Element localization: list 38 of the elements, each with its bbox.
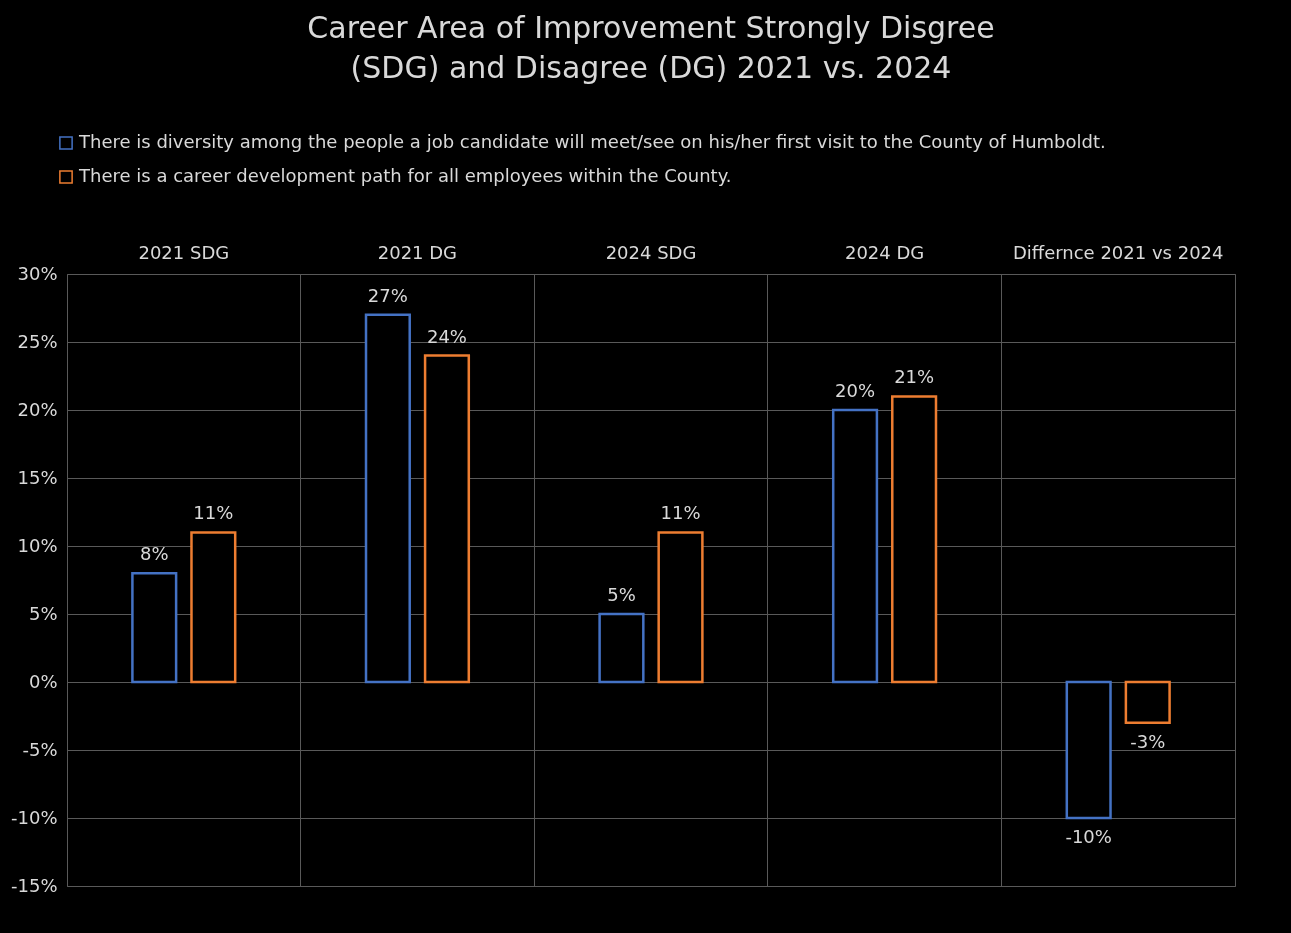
- bar: [831, 408, 879, 684]
- bar: [131, 571, 178, 684]
- data-label: 20%: [835, 380, 876, 401]
- data-label: 27%: [367, 284, 408, 306]
- y-tick-label: -10%: [10, 806, 58, 828]
- x-tick-label: 2021 DG: [377, 241, 458, 263]
- y-tick-label: 10%: [17, 534, 58, 556]
- legend-label: There is a career development path for all employees within the County.: [78, 165, 732, 186]
- x-tick-label: Differnce 2021 vs 2024: [1012, 241, 1224, 263]
- y-tick-label: 0%: [28, 670, 58, 692]
- bar: [891, 395, 938, 684]
- data-label: 24%: [426, 325, 467, 347]
- bar: [598, 612, 645, 684]
- y-tick-label: -15%: [10, 874, 58, 896]
- y-tick-label: -5%: [22, 738, 58, 760]
- data-label: -3%: [1130, 730, 1166, 752]
- data-label: 11%: [660, 502, 701, 524]
- y-tick-label: 30%: [17, 262, 58, 284]
- data-label: 21%: [894, 366, 935, 388]
- chart-title: Career Area of Improvement Strongly Disgree (SDG) and Disagree (DG) 2021 vs. 2024: [307, 10, 995, 85]
- data-label: -10%: [1065, 826, 1112, 847]
- data-label: 5%: [607, 584, 636, 605]
- y-tick-label: 5%: [28, 602, 58, 624]
- bar: [657, 531, 704, 684]
- bar: [1124, 680, 1171, 725]
- x-tick-label: 2021 SDG: [138, 241, 230, 263]
- data-label: 8%: [139, 543, 169, 565]
- y-tick-label: 25%: [17, 330, 58, 352]
- data-label: 11%: [193, 502, 234, 524]
- legend-label: There is diversity among the people a job candidate will meet/see on his/her first visit to the County of Humboldt.: [78, 131, 1106, 152]
- y-tick-label: 15%: [17, 466, 58, 488]
- bar: [1065, 680, 1112, 820]
- x-tick-label: 2024 DG: [844, 241, 925, 263]
- bar: [190, 531, 237, 684]
- bar: [423, 354, 471, 684]
- x-tick-label: 2024 SDG: [605, 241, 697, 263]
- bar: [364, 313, 411, 684]
- y-tick-label: 20%: [17, 398, 58, 420]
